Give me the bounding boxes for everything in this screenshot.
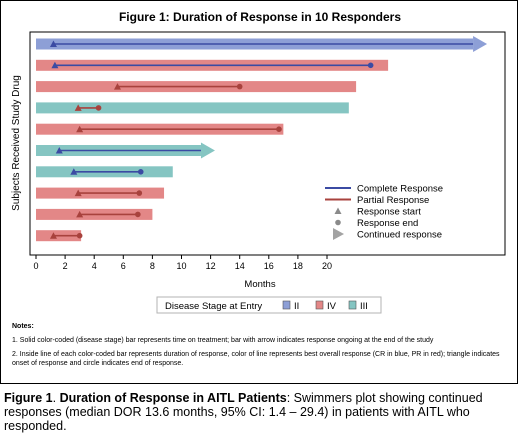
response-start-marker (55, 147, 63, 154)
note-2: 2. Inside line of each color-coded bar r… (12, 351, 500, 367)
plot-area (29, 31, 506, 256)
response-bar (36, 102, 349, 114)
chart-title: Figure 1: Duration of Response in 10 Res… (119, 10, 401, 24)
stage-legend-swatch (315, 300, 324, 310)
stage-legend-label: II (294, 301, 299, 312)
notes-section: Notes: 1. Solid color-coded (disease sta… (12, 322, 512, 373)
response-end-marker (236, 83, 243, 90)
response-end-marker (136, 190, 143, 196)
x-tick-label: 16 (264, 261, 274, 271)
response-end-marker (76, 232, 83, 239)
response-legend-label: Partial Response (357, 195, 429, 206)
response-end-marker (276, 126, 282, 132)
continued-response-arrow (473, 36, 488, 52)
x-tick-label: 18 (293, 261, 303, 271)
x-tick-label: 20 (322, 261, 332, 271)
response-start-marker (70, 168, 78, 175)
legend-circle-swatch (335, 219, 341, 226)
caption-rest: : Swimmers plot showing continued respon… (4, 391, 483, 433)
stage-legend-swatch (348, 300, 357, 310)
x-tick-label: 6 (121, 261, 126, 271)
caption-label: Figure 1 (4, 391, 53, 405)
response-end-marker (367, 62, 374, 69)
stage-legend-swatch (282, 300, 291, 310)
x-tick-label: 14 (235, 261, 245, 271)
response-legend-label: Continued response (357, 230, 442, 241)
legend-arrow-swatch (333, 228, 344, 240)
continued-response-arrow (200, 142, 215, 159)
response-start-marker (49, 40, 57, 47)
response-start-marker (74, 104, 82, 111)
stage-legend-label: IV (327, 301, 337, 312)
legend-triangle-swatch (334, 207, 342, 214)
response-end-marker (135, 211, 141, 218)
response-start-marker (74, 189, 82, 197)
x-tick-label: 10 (176, 261, 186, 271)
response-start-marker (113, 83, 121, 90)
notes-header: Notes: (12, 323, 34, 330)
figure-frame (0, 0, 518, 384)
stage-legend-box (156, 296, 382, 314)
response-legend-label: Response end (357, 218, 418, 229)
y-axis-label: Subjects Received Study Drug (11, 75, 22, 211)
note-1: 1. Solid color-coded (disease stage) bar… (12, 337, 434, 344)
response-start-marker (49, 232, 57, 239)
caption-bold-lead: Duration of Response in AITL Patients (59, 391, 287, 405)
swimmer-plot: Figure 1: Duration of Response in 10 Res… (11, 10, 506, 314)
response-start-marker (76, 125, 84, 133)
x-tick-label: 2 (63, 261, 68, 271)
stage-legend-label: III (360, 301, 368, 312)
response-end-marker (137, 169, 144, 175)
x-axis-label: Months (244, 279, 275, 290)
x-tick-label: 4 (92, 261, 97, 271)
response-legend-label: Complete Response (357, 184, 443, 195)
figure-caption: Figure 1. Duration of Response in AITL P… (4, 391, 516, 433)
x-tick-label: 12 (206, 261, 216, 271)
response-start-marker (76, 210, 84, 218)
stage-legend-title: Disease Stage at Entry (165, 301, 262, 312)
x-tick-label: 8 (150, 261, 155, 271)
response-legend-label: Response start (357, 207, 421, 218)
x-tick-label: 0 (33, 261, 38, 271)
response-start-marker (51, 61, 59, 69)
response-end-marker (95, 105, 102, 111)
caption-label-suffix: . (52, 391, 60, 405)
